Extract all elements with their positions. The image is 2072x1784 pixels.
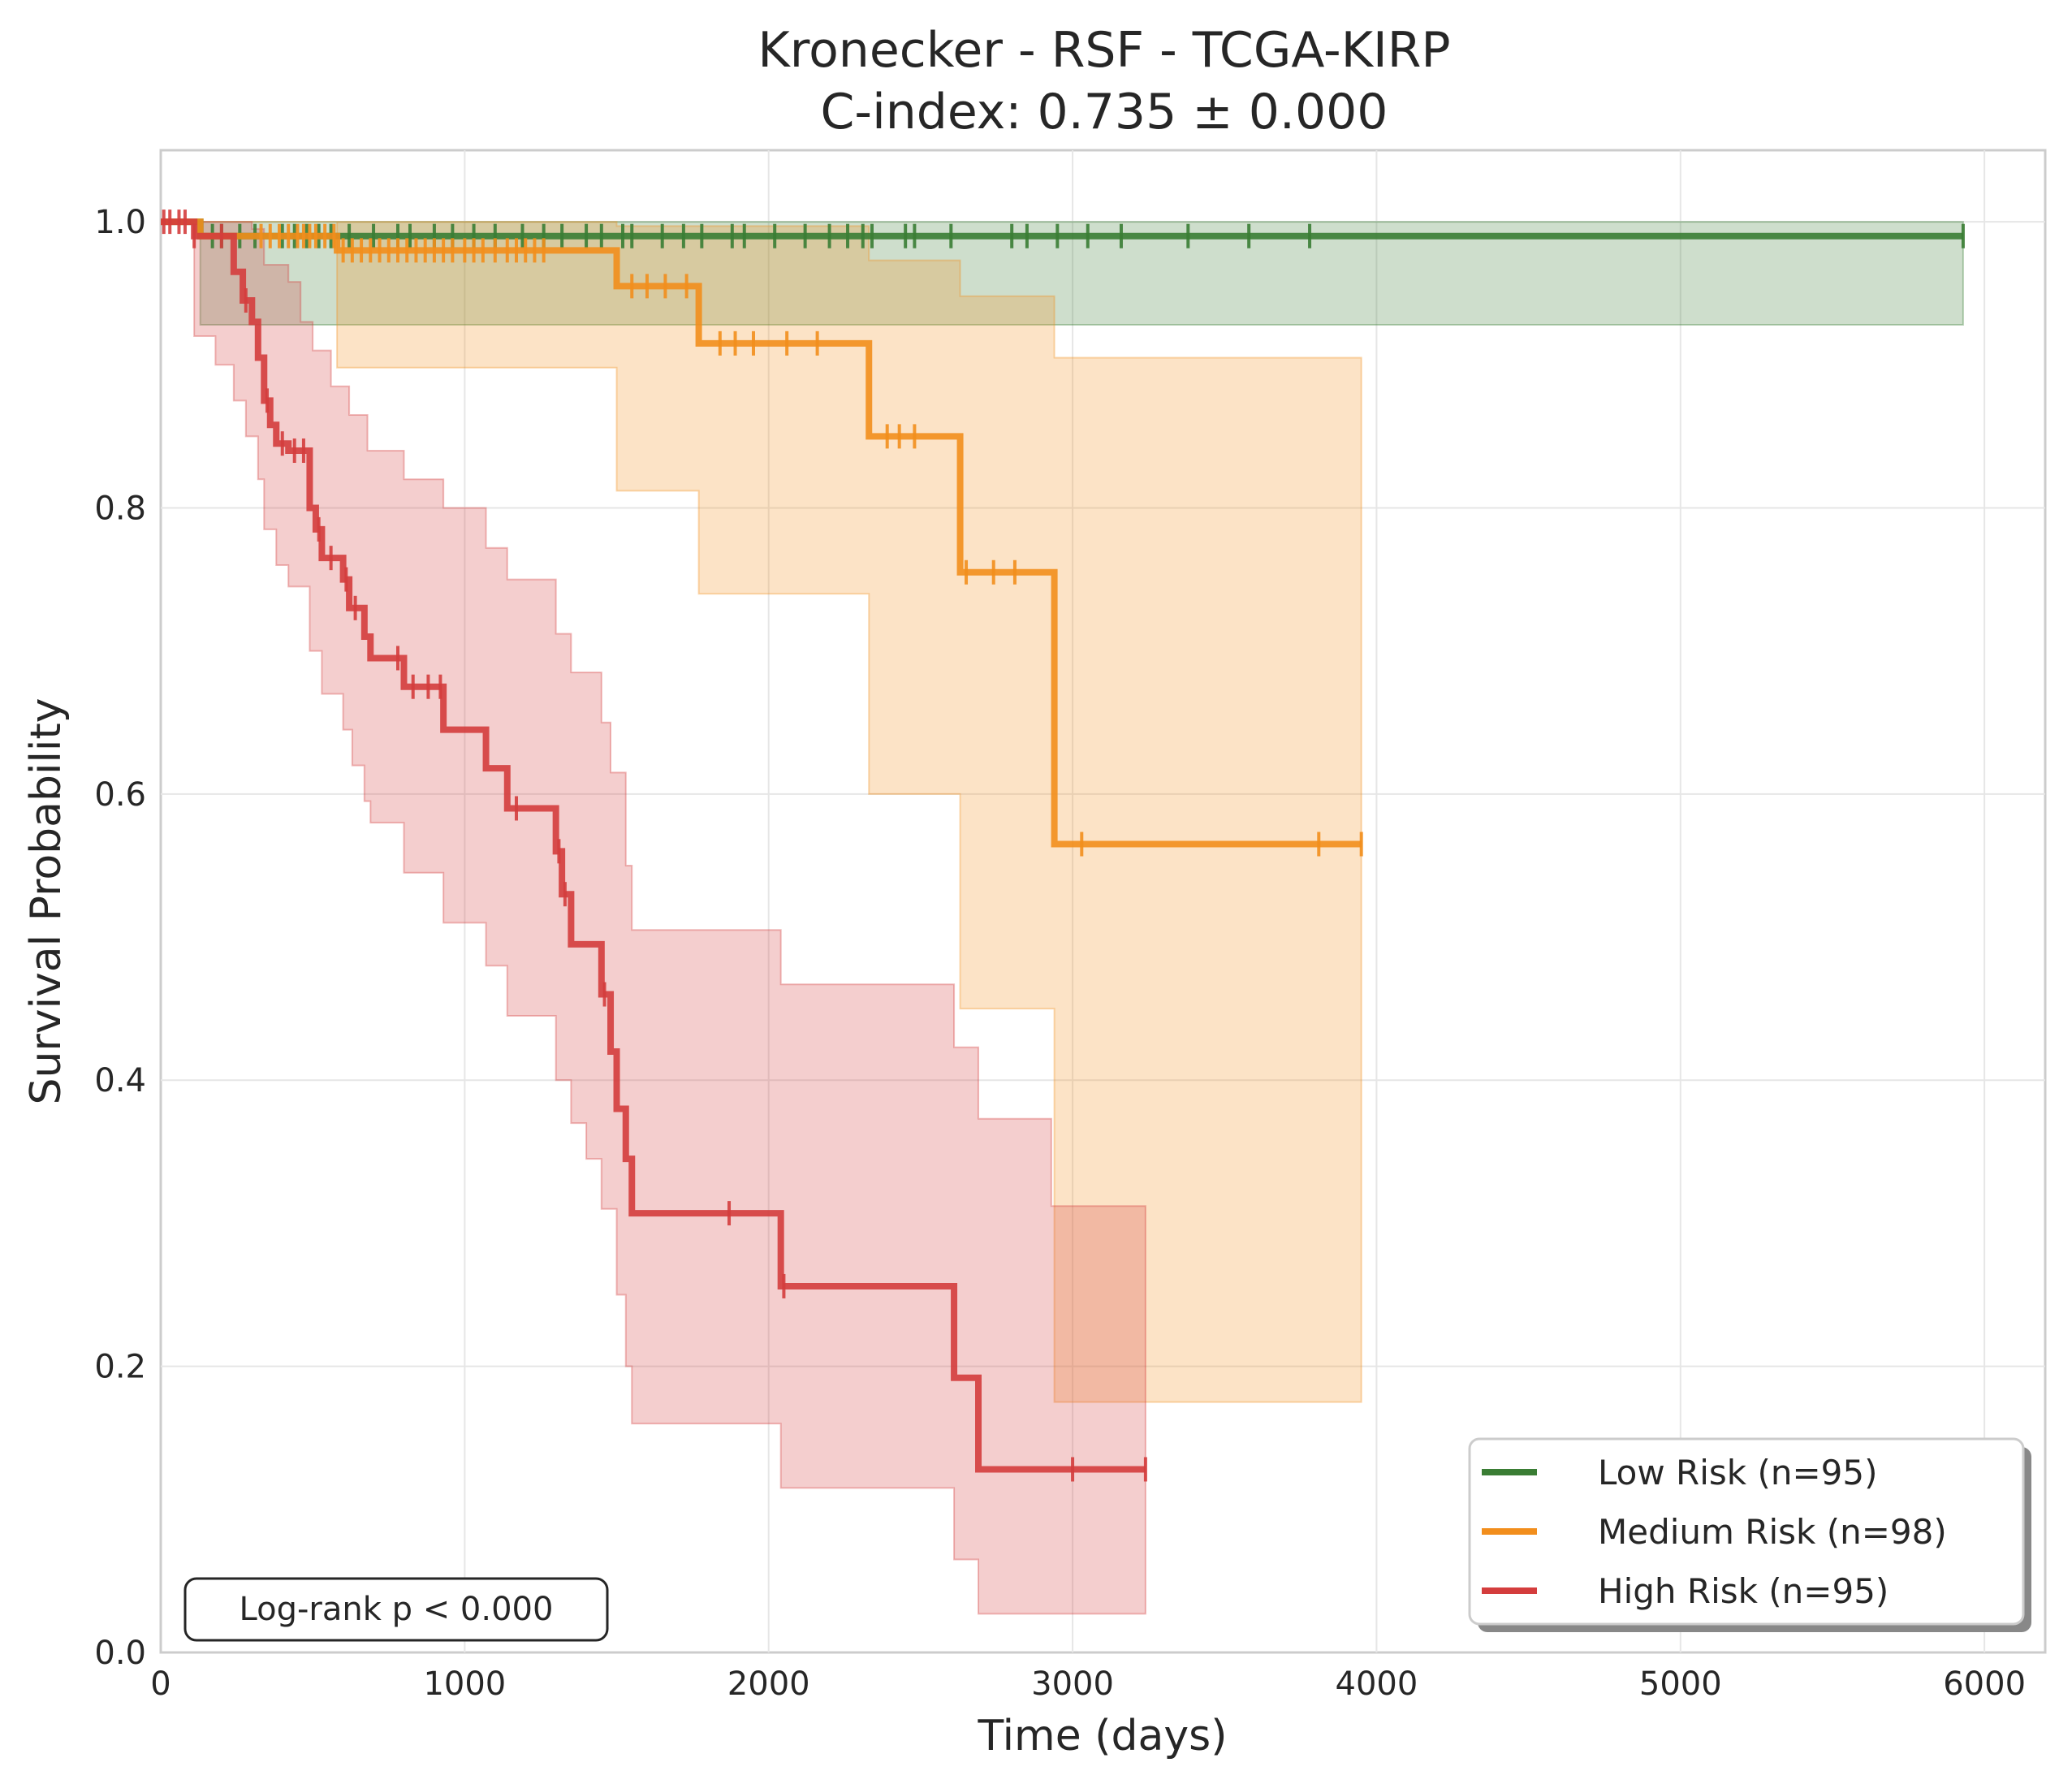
legend-box (1468, 1437, 2025, 1626)
legend-label: Low Risk (n=95) (1598, 1453, 1878, 1492)
confidence-band (161, 221, 1362, 1403)
x-tick-label: 2000 (727, 1665, 810, 1703)
legend: Low Risk (n=95) Medium Risk (n=98) High Ri… (1468, 1437, 2031, 1632)
chart-subtitle: C-index: 0.735 ± 0.000 (821, 84, 1388, 140)
x-tick-label: 6000 (1943, 1665, 2026, 1703)
x-tick-label: 1000 (423, 1665, 506, 1703)
y-tick-label: 1.0 (94, 204, 146, 241)
x-tick-label: 5000 (1639, 1665, 1722, 1703)
grid-lines (161, 150, 2045, 1652)
x-tick-label: 3000 (1031, 1665, 1114, 1703)
survival-curves (161, 210, 1965, 1482)
y-tick-label: 0.6 (94, 776, 146, 814)
y-tick-label: 0.4 (94, 1062, 146, 1099)
axis-ticks: 0 1000 2000 3000 4000 5000 6000 0.0 0.2 0.4 0.6 0.8… (94, 204, 2026, 1703)
pvalue-box (183, 1577, 609, 1642)
legend-label: Medium Risk (n=98) (1598, 1512, 1947, 1552)
y-axis-label: Survival Probability (22, 698, 71, 1104)
y-tick-label: 0.0 (94, 1635, 146, 1672)
y-tick-label: 0.2 (94, 1349, 146, 1386)
chart-title: Kronecker - RSF - TCGA-KIRP (758, 22, 1450, 79)
survival-curve (161, 218, 1146, 1473)
pvalue-text: Log-rank p < 0.000 (240, 1591, 554, 1628)
confidence-band (161, 221, 1146, 1615)
y-tick-label: 0.8 (94, 490, 146, 527)
legend-items: Low Risk (n=95) Medium Risk (n=98) High Ri… (1482, 1453, 1947, 1611)
plot-area (159, 149, 2047, 1654)
legend-label: High Risk (n=95) (1598, 1571, 1889, 1611)
x-tick-label: 4000 (1336, 1665, 1418, 1703)
x-axis-label: Time (days) (977, 1712, 1227, 1760)
x-tick-label: 0 (150, 1665, 171, 1703)
pvalue-annotation: Log-rank p < 0.000 (183, 1577, 609, 1642)
